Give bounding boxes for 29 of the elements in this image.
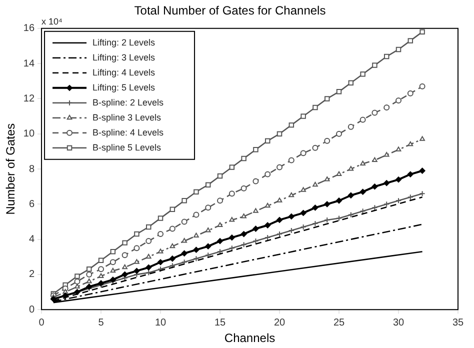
y-tick-label: 10: [23, 128, 35, 140]
legend-label: B-spline: 2 Levels: [92, 97, 164, 108]
x-tick-label: 15: [214, 317, 226, 328]
y-tick-label: 12: [23, 93, 35, 104]
y-tick-label: 0: [28, 304, 35, 316]
y-axis-title: Number of Gates: [4, 123, 18, 215]
y-tick-label: 6: [28, 198, 35, 210]
legend-label: B-spline 3 Levels: [92, 112, 162, 122]
legend-label: B-spline 5 Levels: [92, 142, 162, 152]
y-tick-label: 4: [28, 234, 35, 246]
x-axis-title: Channels: [224, 331, 276, 346]
x-tick-label: 30: [392, 317, 404, 328]
legend-label: Lifting: 4 Levels: [92, 67, 156, 78]
y-tick-label: 8: [28, 164, 35, 175]
legend-label: Lifting: 2 Levels: [92, 37, 156, 48]
x-tick-label: 20: [274, 317, 286, 328]
chart-title: Total Number of Gates for Channels: [134, 4, 326, 18]
y-tick-label: 16: [23, 23, 35, 34]
x-tick-label: 10: [154, 317, 167, 328]
legend-label: Lifting: 5 Levels: [92, 82, 156, 92]
x-tick-label: 35: [452, 317, 464, 328]
y-tick-label: 14: [23, 58, 35, 70]
x-tick-label: 0: [38, 317, 45, 328]
legend-label: B-spline: 4 Levels: [92, 127, 164, 138]
y-tick-label: 2: [28, 269, 35, 280]
x-tick-label: 25: [333, 317, 346, 328]
legend-label: Lifting: 3 Levels: [92, 52, 156, 62]
x-tick-label: 5: [98, 317, 104, 328]
text: x 10⁴: [42, 16, 63, 26]
